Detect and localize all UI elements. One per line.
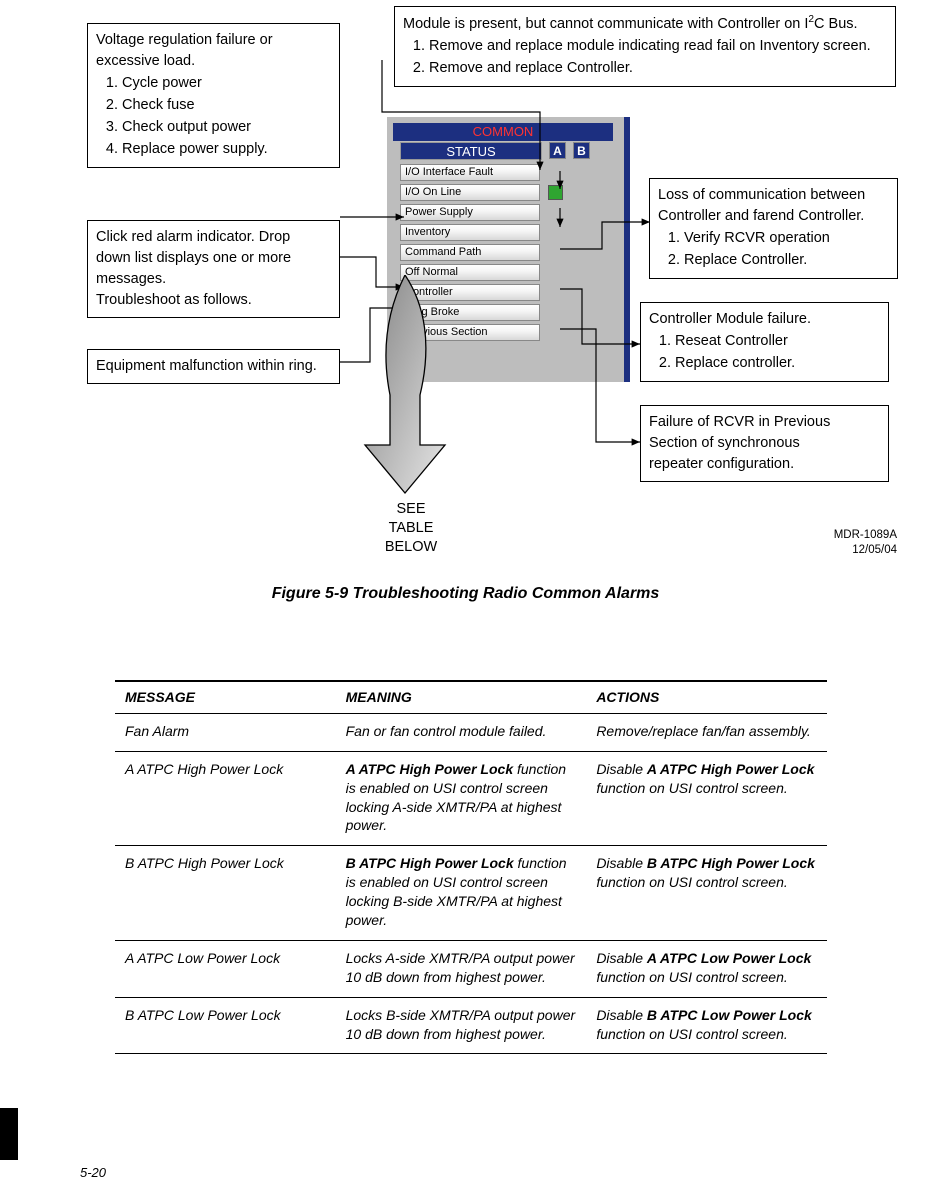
cell-meaning: Locks A-side XMTR/PA output power 10 dB … xyxy=(336,940,587,997)
callout-text: Section of synchronous xyxy=(649,433,880,454)
table-row: B ATPC Low Power LockLocks B-side XMTR/P… xyxy=(115,997,827,1054)
callout-loss-comm: Loss of communication betweenController … xyxy=(649,178,898,279)
callout-step: Remove and replace Controller. xyxy=(429,58,887,79)
callout-text: Failure of RCVR in Previous xyxy=(649,412,880,433)
table-row: A ATPC Low Power LockLocks A-side XMTR/P… xyxy=(115,940,827,997)
status-common-bar: COMMON xyxy=(393,123,613,141)
callout-step: Replace Controller. xyxy=(684,250,889,271)
th-meaning: MEANING xyxy=(336,681,587,713)
th-actions: ACTIONS xyxy=(586,681,827,713)
cell-action: Disable B ATPC Low Power Lock function o… xyxy=(586,997,827,1054)
cell-message: A ATPC Low Power Lock xyxy=(115,940,336,997)
status-label: Previous Section xyxy=(400,324,540,341)
callout-step: Reseat Controller xyxy=(675,331,880,352)
callout-text: messages. xyxy=(96,269,331,290)
cell-meaning: Fan or fan control module failed. xyxy=(336,713,587,751)
callout-step: Replace controller. xyxy=(675,353,880,374)
cell-action: Remove/replace fan/fan assembly. xyxy=(586,713,827,751)
callout-text: Controller and farend Controller. xyxy=(658,206,889,227)
page: Module is present, but cannot communicat… xyxy=(0,0,931,1194)
status-sub: STATUS A B I/O Interface Fault I/O On Lin… xyxy=(400,142,620,342)
callout-voltage: Voltage regulation failure or excessive … xyxy=(87,23,340,168)
callout-text: Click red alarm indicator. Drop xyxy=(96,227,331,248)
see-table-l3: BELOW xyxy=(385,539,437,555)
figure-caption: Figure 5-9 Troubleshooting Radio Common … xyxy=(0,585,931,603)
status-label: Ring Broke xyxy=(400,304,540,321)
status-row: Off Normal xyxy=(400,262,620,282)
see-table-below: SEE TABLE BELOW xyxy=(366,500,456,557)
callout-equipment: Equipment malfunction within ring. xyxy=(87,349,340,384)
callout-step: Check output power xyxy=(122,117,331,138)
status-label: Controller xyxy=(400,284,540,301)
cell-meaning: Locks B-side XMTR/PA output power 10 dB … xyxy=(336,997,587,1054)
callout-text: down list displays one or more xyxy=(96,248,331,269)
status-label: Off Normal xyxy=(400,264,540,281)
status-row: Command Path xyxy=(400,242,620,262)
callout-rcvr-fail: Failure of RCVR in PreviousSection of sy… xyxy=(640,405,889,482)
cell-meaning: A ATPC High Power Lock function is enabl… xyxy=(336,751,587,846)
see-table-l1: SEE xyxy=(396,501,425,517)
callout-step: Verify RCVR operation xyxy=(684,228,889,249)
status-row: Ring Broke xyxy=(400,302,620,322)
callout-controller-fail: Controller Module failure. Reseat Contro… xyxy=(640,302,889,382)
status-label: I/O On Line xyxy=(400,184,540,201)
callout-text: Controller Module failure. xyxy=(649,309,880,330)
status-indicator xyxy=(548,185,563,200)
status-row: I/O On Line xyxy=(400,182,620,202)
table-row: B ATPC High Power LockB ATPC High Power … xyxy=(115,846,827,941)
callout-step: Cycle power xyxy=(122,73,331,94)
message-table: MESSAGE MEANING ACTIONS Fan AlarmFan or … xyxy=(115,680,827,1054)
status-row: Controller xyxy=(400,282,620,302)
cell-action: Disable A ATPC High Power Lock function … xyxy=(586,751,827,846)
status-row: I/O Interface Fault xyxy=(400,162,620,182)
status-row: Previous Section xyxy=(400,322,620,342)
cell-action: Disable A ATPC Low Power Lock function o… xyxy=(586,940,827,997)
status-row: Inventory xyxy=(400,222,620,242)
doc-id-l2: 12/05/04 xyxy=(852,544,897,556)
page-number: 5-20 xyxy=(80,1165,106,1180)
callout-text: Troubleshoot as follows. xyxy=(96,290,331,311)
callout-step: Check fuse xyxy=(122,95,331,116)
callout-text: Loss of communication between xyxy=(658,185,889,206)
callout-module-bus: Module is present, but cannot communicat… xyxy=(394,6,896,87)
status-label: Power Supply xyxy=(400,204,540,221)
status-label: Inventory xyxy=(400,224,540,241)
callout-step: Replace power supply. xyxy=(122,139,331,160)
status-b-box: B xyxy=(573,142,590,159)
status-label: Command Path xyxy=(400,244,540,261)
callout-text: Module is present, but cannot communicat… xyxy=(403,13,887,35)
status-title: STATUS xyxy=(400,142,542,160)
cell-action: Disable B ATPC High Power Lock function … xyxy=(586,846,827,941)
th-message: MESSAGE xyxy=(115,681,336,713)
callout-click-alarm: Click red alarm indicator. Dropdown list… xyxy=(87,220,340,318)
callout-text: repeater configuration. xyxy=(649,454,880,475)
callout-text: Equipment malfunction within ring. xyxy=(96,358,317,374)
status-a-box: A xyxy=(549,142,566,159)
page-tab xyxy=(0,1108,18,1160)
callout-step: Remove and replace module indicating rea… xyxy=(429,36,887,57)
cell-message: B ATPC Low Power Lock xyxy=(115,997,336,1054)
cell-message: A ATPC High Power Lock xyxy=(115,751,336,846)
cell-message: Fan Alarm xyxy=(115,713,336,751)
status-row: Power Supply xyxy=(400,202,620,222)
table-row: Fan AlarmFan or fan control module faile… xyxy=(115,713,827,751)
doc-id-l1: MDR-1089A xyxy=(834,529,897,541)
doc-id: MDR-1089A 12/05/04 xyxy=(834,528,897,558)
cell-meaning: B ATPC High Power Lock function is enabl… xyxy=(336,846,587,941)
table-header-row: MESSAGE MEANING ACTIONS xyxy=(115,681,827,713)
cell-message: B ATPC High Power Lock xyxy=(115,846,336,941)
callout-text: Voltage regulation failure or excessive … xyxy=(96,30,331,72)
status-label: I/O Interface Fault xyxy=(400,164,540,181)
table-row: A ATPC High Power LockA ATPC High Power … xyxy=(115,751,827,846)
see-table-l2: TABLE xyxy=(389,520,434,536)
